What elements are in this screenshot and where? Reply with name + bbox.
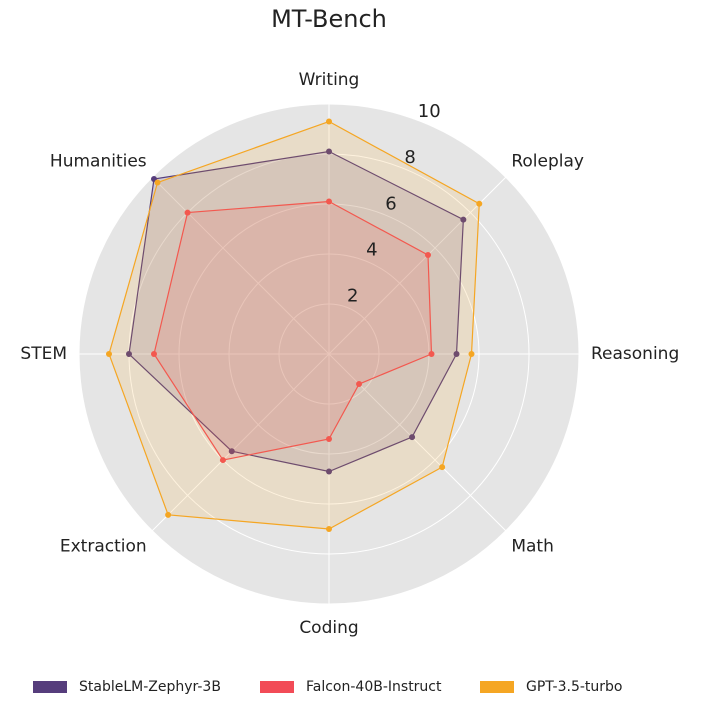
- legend-swatch: [260, 681, 294, 693]
- category-label: Roleplay: [511, 152, 584, 172]
- data-point: [154, 179, 161, 186]
- data-point: [106, 351, 112, 357]
- data-point: [126, 351, 132, 357]
- category-label: Coding: [299, 618, 358, 638]
- r-tick-label: 4: [366, 240, 377, 261]
- category-label: Math: [511, 536, 554, 556]
- category-label: Humanities: [50, 152, 147, 172]
- data-point: [165, 511, 172, 518]
- spoke: [328, 176, 507, 355]
- category-label: Writing: [299, 70, 360, 90]
- category-label: Extraction: [60, 536, 147, 556]
- data-point: [460, 216, 467, 223]
- data-point: [326, 198, 332, 205]
- data-point: [428, 351, 435, 357]
- data-point: [184, 209, 191, 216]
- data-point: [356, 381, 363, 388]
- data-point: [453, 351, 460, 357]
- data-point: [151, 351, 157, 357]
- data-point: [468, 351, 475, 357]
- data-point: [439, 464, 446, 471]
- r-tick-label: 2: [347, 286, 358, 307]
- category-label: Reasoning: [591, 344, 679, 364]
- legend-swatch: [33, 681, 67, 693]
- legend-label: GPT-3.5-turbo: [526, 679, 623, 695]
- data-point: [326, 148, 332, 155]
- data-point: [326, 526, 332, 532]
- legend-label: StableLM-Zephyr-3B: [79, 679, 221, 695]
- r-tick-label: 8: [404, 147, 415, 168]
- data-point: [326, 118, 332, 125]
- data-point: [219, 457, 226, 464]
- data-point: [424, 252, 431, 259]
- legend-swatch: [480, 681, 514, 693]
- data-point: [228, 448, 235, 455]
- series-area: [108, 120, 480, 530]
- data-point: [326, 468, 332, 475]
- r-tick-label: 6: [385, 193, 396, 214]
- chart-title: MT-Bench: [271, 5, 387, 33]
- spoke: [151, 176, 330, 355]
- r-tick-label: 10: [418, 101, 441, 122]
- spoke: [151, 353, 330, 532]
- data-point: [476, 200, 483, 207]
- data-point: [326, 436, 332, 442]
- category-label: STEM: [20, 344, 67, 364]
- data-point: [409, 434, 416, 441]
- legend-label: Falcon-40B-Instruct: [306, 679, 442, 695]
